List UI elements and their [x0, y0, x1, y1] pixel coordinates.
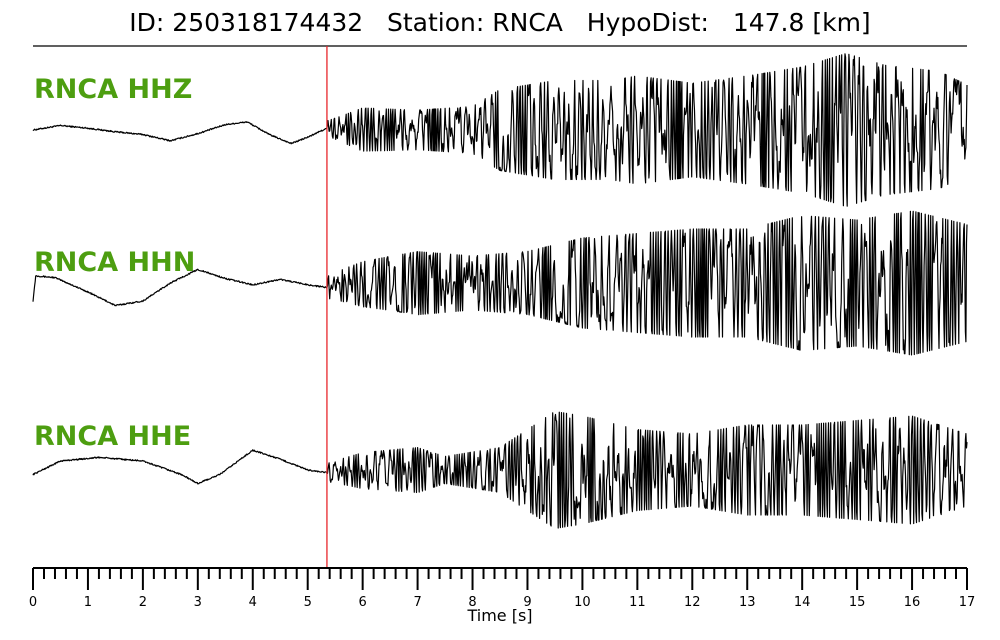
- trace-group: [32, 53, 968, 529]
- station-label: Station:: [387, 8, 485, 37]
- x-tick-label: 7: [413, 595, 421, 610]
- x-tick-label: 3: [194, 595, 202, 610]
- x-tick-label: 0: [29, 595, 37, 610]
- waveform-rnca-hhz: [32, 53, 968, 207]
- trace-label-hhz: RNCA HHZ: [34, 74, 193, 105]
- x-tick-label: 9: [523, 595, 531, 610]
- trace-label-hhe: RNCA HHE: [34, 421, 192, 452]
- x-tick-label: 1: [84, 595, 92, 610]
- event-id-value: 250318174432: [172, 8, 364, 37]
- hypo-dist-value: 147.8 [km]: [732, 8, 871, 37]
- x-tick-label: 13: [739, 595, 756, 610]
- x-tick-label: 16: [904, 595, 921, 610]
- x-tick-label: 8: [468, 595, 476, 610]
- x-tick-label: 6: [359, 595, 367, 610]
- trace-label-hhn: RNCA HHN: [34, 247, 196, 278]
- waveform-rnca-hhe: [32, 411, 968, 529]
- event-id-label: ID:: [129, 8, 165, 37]
- hypo-dist-label: HypoDist:: [586, 8, 709, 37]
- x-tick-label: 12: [684, 595, 701, 610]
- x-tick-label: 15: [849, 595, 866, 610]
- x-tick-label: 11: [629, 595, 646, 610]
- time-axis: 0 1 2 3 4 5 6 7 8 9 10 11 12 13 14 15 16 17: [29, 567, 976, 610]
- waveform-rnca-hhn: [32, 210, 968, 356]
- x-tick-label: 10: [574, 595, 591, 610]
- x-tick-label: 5: [304, 595, 312, 610]
- x-tick-label: 14: [794, 595, 811, 610]
- chart-title: ID: 250318174432 Station: RNCA HypoDist:…: [0, 8, 1000, 37]
- x-tick-label: 4: [249, 595, 257, 610]
- station-value: RNCA: [492, 8, 563, 37]
- x-tick-label: 17: [959, 595, 976, 610]
- x-tick-label: 2: [139, 595, 147, 610]
- x-axis-label: Time [s]: [467, 606, 533, 625]
